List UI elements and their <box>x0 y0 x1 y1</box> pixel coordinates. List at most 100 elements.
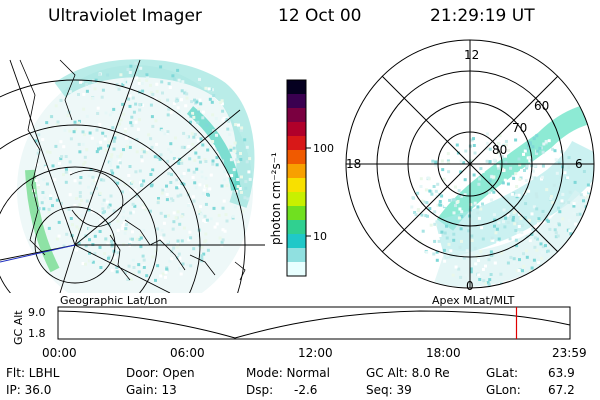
timeline-frame <box>57 306 571 340</box>
uv-pixel <box>545 268 549 272</box>
uv-pixel <box>37 184 40 188</box>
uv-pixel <box>165 198 169 202</box>
uv-pixel <box>161 272 165 276</box>
uv-pixel <box>555 275 559 279</box>
uv-pixel <box>100 202 104 206</box>
uv-pixel <box>200 170 204 174</box>
colorbar-swatch <box>287 178 306 193</box>
uv-pixel <box>487 258 491 262</box>
uv-pixel <box>118 122 122 126</box>
uv-pixel <box>501 167 505 171</box>
uv-pixel <box>239 152 242 155</box>
uv-pixel <box>187 238 191 242</box>
uv-pixel <box>120 190 124 194</box>
uv-pixel <box>229 148 233 152</box>
uv-pixel <box>101 211 105 215</box>
colorbar-swatch <box>287 262 306 277</box>
uv-pixel <box>527 218 531 222</box>
uv-pixel <box>491 287 495 288</box>
uv-pixel <box>81 262 85 265</box>
uv-pixel <box>511 174 515 178</box>
uv-pixel <box>131 202 135 206</box>
uv-pixel <box>458 207 462 211</box>
uv-pixel <box>130 124 134 128</box>
uv-pixel <box>553 228 557 232</box>
uv-pixel <box>129 64 133 68</box>
uv-pixel <box>521 279 525 283</box>
uv-pixel <box>459 227 463 231</box>
uv-pixel <box>142 258 146 262</box>
uv-pixel <box>569 257 573 261</box>
uv-pixel <box>119 152 123 156</box>
uv-pixel <box>195 217 198 221</box>
uv-pixel <box>81 142 85 146</box>
uv-pixel <box>59 140 63 144</box>
uv-pixel <box>131 180 135 184</box>
uv-pixel <box>96 142 100 146</box>
uv-pixel <box>550 271 553 275</box>
uv-pixel <box>556 265 560 269</box>
uv-pixel <box>490 175 494 179</box>
uv-pixel <box>424 214 428 218</box>
uv-pixel <box>441 168 445 172</box>
uv-pixel <box>433 210 437 214</box>
uv-pixel <box>184 104 188 108</box>
uv-pixel <box>72 130 76 134</box>
uv-pixel <box>541 150 545 154</box>
uv-pixel <box>492 190 496 194</box>
uv-pixel <box>224 117 228 121</box>
uv-pixel <box>470 159 474 163</box>
uv-pixel <box>192 135 196 139</box>
uv-pixel <box>132 272 136 276</box>
uv-pixel <box>229 145 233 149</box>
observation-time: 21:29:19 UT <box>430 6 535 26</box>
uv-pixel <box>572 211 576 215</box>
uv-pixel <box>440 194 444 198</box>
uv-pixel <box>128 104 132 108</box>
uv-pixel <box>411 196 415 200</box>
uv-pixel <box>89 168 93 172</box>
uv-pixel <box>43 196 47 200</box>
uv-pixel <box>591 192 594 196</box>
uv-pixel <box>95 229 99 233</box>
uv-pixel <box>149 184 153 188</box>
uv-pixel <box>504 161 508 165</box>
uv-pixel <box>543 264 547 268</box>
uv-pixel <box>457 189 461 193</box>
uv-pixel <box>145 78 149 82</box>
uv-pixel <box>166 98 170 102</box>
uv-pixel <box>412 208 416 212</box>
timeline-y-axis-label: GC Alt <box>12 310 25 345</box>
uv-pixel <box>164 270 168 274</box>
uv-pixel <box>502 143 506 147</box>
uv-pixel <box>160 238 164 242</box>
uv-pixel <box>586 238 589 242</box>
uv-pixel <box>561 201 565 205</box>
timeline-y-tick-bottom: 1.8 <box>28 327 46 340</box>
status-ip: IP: 36.0 <box>6 383 52 397</box>
uv-pixel <box>528 239 532 243</box>
uv-pixel <box>485 146 489 150</box>
uv-pixel <box>187 204 190 207</box>
uv-pixel <box>200 245 204 249</box>
uv-pixel <box>180 158 184 162</box>
mlat-label-80: 80 <box>492 143 507 157</box>
uv-pixel <box>528 141 532 145</box>
uv-pixel <box>457 267 461 271</box>
uv-pixel <box>125 136 128 140</box>
uv-pixel <box>546 270 550 274</box>
uv-pixel <box>533 164 537 168</box>
uv-pixel <box>212 129 216 133</box>
uv-pixel <box>518 163 522 167</box>
uv-pixel <box>84 262 87 266</box>
uv-pixel <box>486 281 490 285</box>
uv-pixel <box>215 156 219 160</box>
uv-pixel <box>44 166 48 170</box>
uv-pixel <box>189 114 193 118</box>
uv-pixel <box>142 265 146 269</box>
uv-pixel <box>68 160 72 164</box>
uv-pixel <box>481 169 485 173</box>
uv-pixel <box>62 244 66 248</box>
uv-pixel <box>233 205 237 209</box>
timeline-right-label: Apex MLat/MLT <box>432 294 515 307</box>
